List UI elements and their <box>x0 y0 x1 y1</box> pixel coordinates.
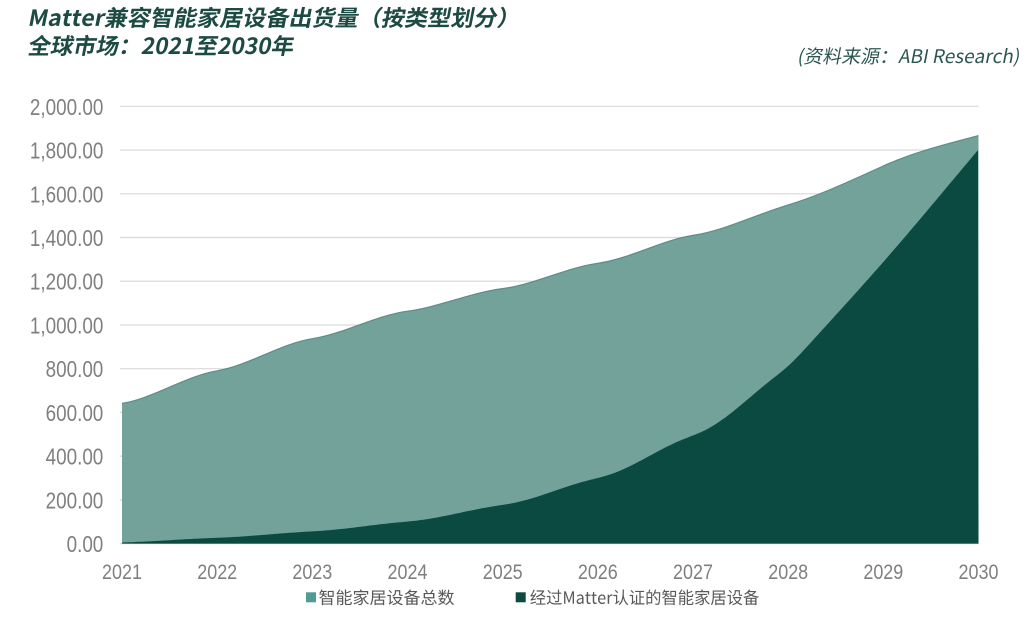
svg-text:2028: 2028 <box>768 560 808 584</box>
svg-text:2021: 2021 <box>102 560 142 584</box>
svg-text:200.00: 200.00 <box>46 489 104 514</box>
svg-text:1,400.00: 1,400.00 <box>30 226 103 251</box>
svg-text:2026: 2026 <box>578 560 618 584</box>
svg-text:2027: 2027 <box>673 560 713 584</box>
svg-text:400.00: 400.00 <box>46 445 104 470</box>
svg-text:2023: 2023 <box>292 560 332 584</box>
svg-text:1,000.00: 1,000.00 <box>30 314 103 339</box>
svg-text:2022: 2022 <box>197 560 237 584</box>
svg-text:600.00: 600.00 <box>46 401 104 426</box>
svg-text:2025: 2025 <box>483 560 523 584</box>
svg-text:2024: 2024 <box>388 560 428 584</box>
svg-text:1,800.00: 1,800.00 <box>30 139 103 164</box>
svg-text:0.00: 0.00 <box>67 532 104 557</box>
svg-text:1,600.00: 1,600.00 <box>30 183 103 208</box>
svg-text:2,000.00: 2,000.00 <box>30 95 103 120</box>
svg-text:1,200.00: 1,200.00 <box>30 270 103 295</box>
svg-text:2030: 2030 <box>959 560 999 584</box>
svg-text:2029: 2029 <box>863 560 903 584</box>
svg-text:800.00: 800.00 <box>46 357 104 382</box>
